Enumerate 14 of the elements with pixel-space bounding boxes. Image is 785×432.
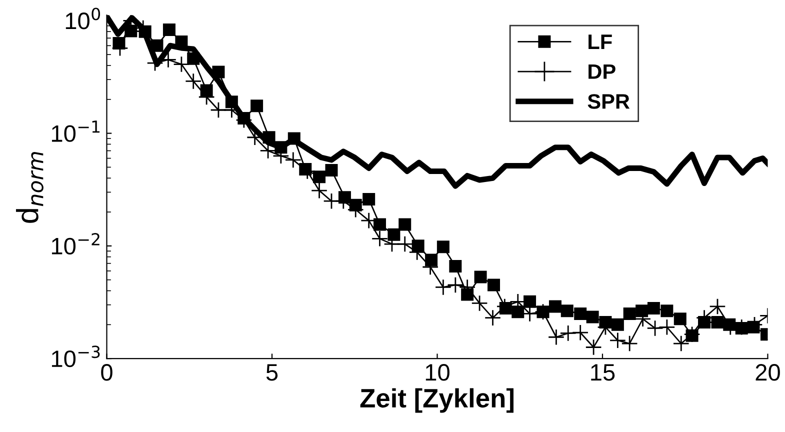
x-tick-label: 0 <box>101 364 112 381</box>
x-tick-label: 5 <box>266 364 278 381</box>
legend-label: SPR <box>588 94 630 109</box>
y-axis-title: d$_{norm}$ <box>16 152 44 223</box>
y-tick-label: 10$^{0}$ <box>66 8 100 30</box>
y-tick-label: 10$^{−2}$ <box>52 232 100 255</box>
x-tick-label: 20 <box>756 364 780 381</box>
x-axis-title: Zeit [Zyklen] <box>360 388 514 413</box>
legend-label: DP <box>588 64 616 79</box>
legend-label: LF <box>588 34 612 49</box>
y-tick-label: 10$^{−1}$ <box>52 120 100 142</box>
x-tick-label: 10 <box>426 364 450 381</box>
x-tick-label: 15 <box>591 364 615 381</box>
y-tick-label: 10$^{−3}$ <box>52 346 100 368</box>
